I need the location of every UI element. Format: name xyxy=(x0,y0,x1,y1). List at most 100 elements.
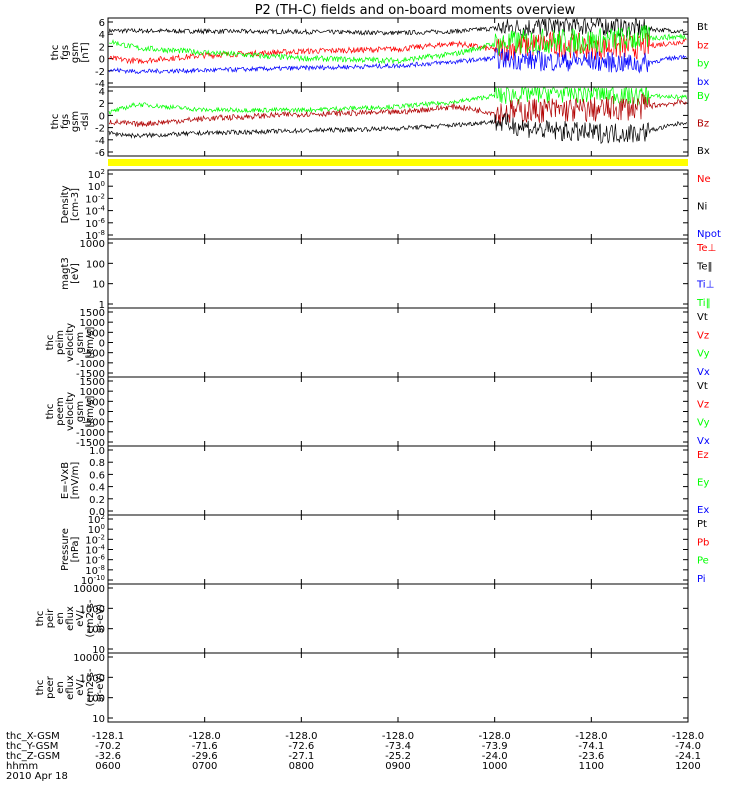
y-tick-label: 10000 xyxy=(73,584,105,595)
x-tick-label: 0900 xyxy=(385,761,410,772)
legend-npot: Npot xyxy=(697,229,721,240)
y-tick-label: 1000 xyxy=(80,604,105,615)
x-tick-label: -29.6 xyxy=(192,751,218,762)
y-tick-label: 2 xyxy=(99,99,105,110)
panel-frame xyxy=(107,583,689,654)
legend-by: By xyxy=(697,91,710,102)
x-tick-label: -24.0 xyxy=(482,751,508,762)
legend-vy: Vy xyxy=(697,349,710,360)
x-tick-label: -128.0 xyxy=(575,731,607,742)
panel-4: 1000 100 10 1 magt3[eV] Te⊥ Te‖ Ti⊥ Ti‖ xyxy=(60,238,716,311)
panel-frame xyxy=(107,307,689,378)
y-tick-label: 10-10 xyxy=(81,574,105,587)
legend-pi: Pi xyxy=(697,574,706,585)
y-tick-label: 1000 xyxy=(80,673,105,684)
panel-frame xyxy=(107,376,689,447)
legend-ey: Ey xyxy=(697,478,709,489)
x-tick-label: -128.0 xyxy=(672,731,704,742)
x-tick-label: 1100 xyxy=(579,761,604,772)
series-bz xyxy=(108,93,687,128)
y-tick-label: 4 xyxy=(99,30,105,41)
x-tick-label: -71.6 xyxy=(192,741,218,752)
legend-bz: bz xyxy=(697,40,709,51)
x-tick-label: -128.1 xyxy=(92,731,124,742)
x-tick-label: 1200 xyxy=(675,761,700,772)
y-tick-label: -2 xyxy=(95,124,105,135)
x-tick-label: -128.0 xyxy=(285,731,317,742)
y-axis-label: thcfgsgsm-dsl xyxy=(50,111,91,132)
y-tick-label: 2 xyxy=(99,42,105,53)
legend-bz: Bz xyxy=(697,119,709,130)
legend-ex: Ex xyxy=(697,505,709,516)
panel-frame xyxy=(107,652,689,723)
y-tick-label: -2 xyxy=(95,67,105,78)
panel-frame xyxy=(107,514,689,585)
x-tick-label: -32.6 xyxy=(95,751,121,762)
y-tick-label: 0.6 xyxy=(89,470,105,481)
legend-vt: Vt xyxy=(697,381,708,392)
y-tick-label: 100 xyxy=(86,259,105,270)
legend-pb: Pb xyxy=(697,537,709,548)
y-tick-label: -1500 xyxy=(76,438,105,449)
series-bx xyxy=(108,48,687,75)
x-tick-label: -74.0 xyxy=(675,741,701,752)
panel-frame xyxy=(107,445,689,516)
x-tick-label: -25.2 xyxy=(385,751,411,762)
legend-by: by xyxy=(697,59,709,70)
panel-9: 10000 1000 100 10 thcpeirenefluxeV/(cm2-s-sr… xyxy=(35,583,689,656)
legend-vz: Vz xyxy=(697,399,709,410)
legend-bt: Bt xyxy=(697,22,708,33)
x-tick-label: -72.6 xyxy=(288,741,314,752)
x-row-label: hhmm xyxy=(6,761,38,772)
y-tick-label: 0 xyxy=(99,339,105,350)
y-axis-label: thcfgsgsm[nT] xyxy=(50,42,91,63)
x-tick-label: 0700 xyxy=(192,761,217,772)
y-tick-label: -6 xyxy=(95,148,105,159)
y-tick-label: 10-6 xyxy=(85,554,105,567)
legend-vx: Vx xyxy=(697,436,710,447)
y-tick-label: 10-4 xyxy=(85,205,105,218)
y-tick-label: 100 xyxy=(86,625,105,636)
y-tick-label: 10-4 xyxy=(85,544,105,557)
y-tick-label: 10-6 xyxy=(85,217,105,230)
panel-frame xyxy=(107,86,689,157)
y-tick-label: 0.2 xyxy=(89,495,105,506)
legend-pe: Pe xyxy=(697,556,709,567)
legend-ti: Ti‖ xyxy=(696,298,711,309)
legend-ez: Ez xyxy=(697,450,709,461)
y-tick-label: 500 xyxy=(86,328,105,339)
series-by xyxy=(108,86,687,115)
legend-ne: Ne xyxy=(697,174,711,185)
legend-vy: Vy xyxy=(697,418,710,429)
y-tick-label: -500 xyxy=(82,349,105,360)
legend-te: Te⊥ xyxy=(696,243,716,254)
y-axis-label: thcpeimvelocitygsm[km/s] xyxy=(45,323,96,362)
y-tick-label: 1000 xyxy=(80,239,105,250)
y-tick-label: 0.0 xyxy=(89,507,105,518)
x-tick-label: 0600 xyxy=(95,761,120,772)
y-tick-label: 10-2 xyxy=(85,192,105,205)
legend-vx: Vx xyxy=(697,367,710,378)
y-tick-label: 100 xyxy=(86,694,105,705)
y-tick-label: -4 xyxy=(95,136,105,147)
legend-ni: Ni xyxy=(697,202,707,213)
y-tick-label: 10 xyxy=(92,714,105,725)
quality-flag-bar xyxy=(108,159,688,166)
y-tick-label: 10 xyxy=(92,645,105,656)
panel-frame xyxy=(107,238,689,309)
y-tick-label: 6 xyxy=(99,18,105,29)
panel-2: 420 -2-4-6 thcfgsgsm-dsl By Bz Bx xyxy=(50,86,710,159)
plot-title: P2 (TH-C) fields and on-board moments ov… xyxy=(255,3,576,18)
y-tick-label: 1500 xyxy=(80,377,105,388)
panel-7: 1.00.80.6 0.40.20.0 E=-VxB[mV/m] Ez Ey Ex xyxy=(60,445,709,518)
y-tick-label: 1000 xyxy=(80,387,105,398)
x-tick-label: -27.1 xyxy=(288,751,314,762)
y-tick-label: -1500 xyxy=(76,369,105,380)
y-tick-label: 100 xyxy=(88,523,105,536)
x-tick-label: -70.2 xyxy=(95,741,121,752)
y-tick-label: 0 xyxy=(99,111,105,122)
x-tick-label: -74.1 xyxy=(578,741,604,752)
